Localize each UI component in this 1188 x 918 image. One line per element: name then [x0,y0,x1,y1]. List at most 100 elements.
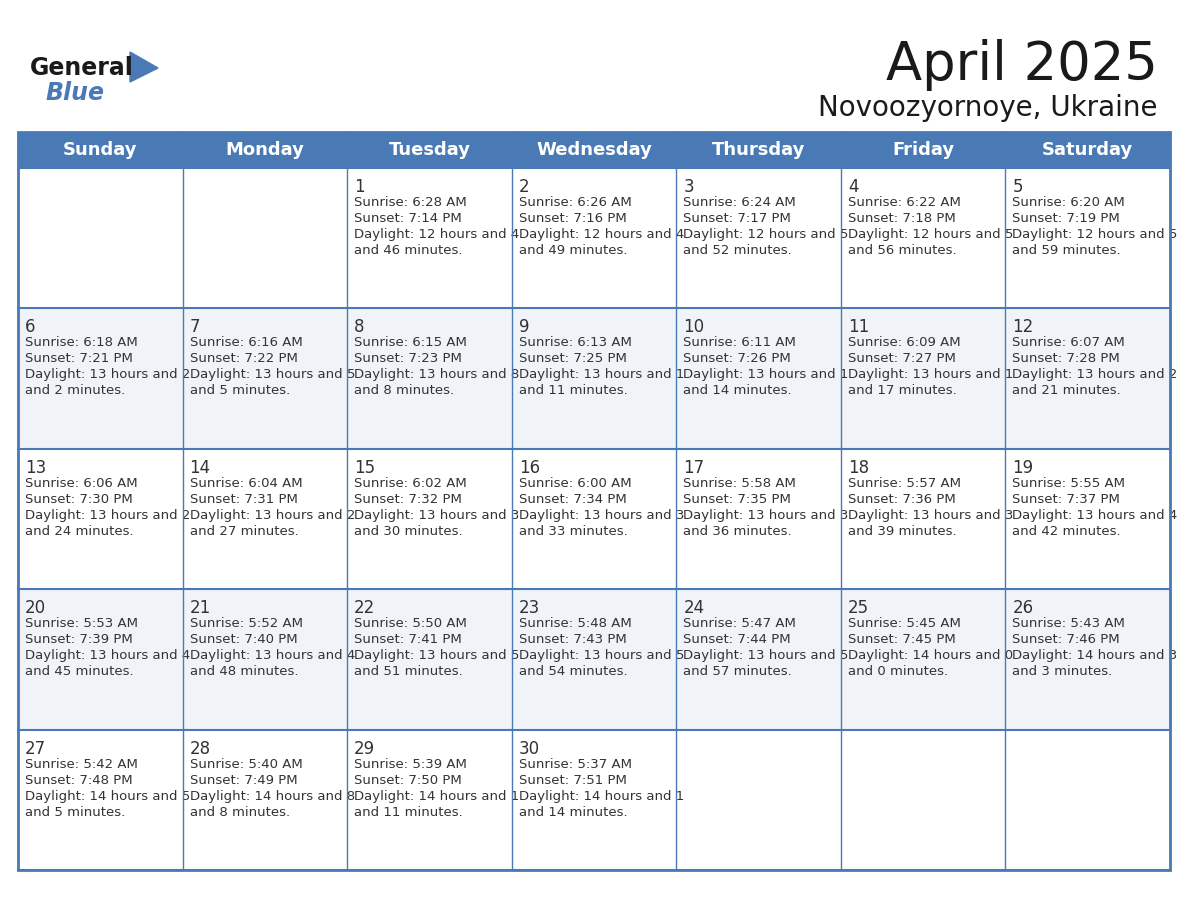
Text: and 52 minutes.: and 52 minutes. [683,244,792,257]
Text: 29: 29 [354,740,375,757]
Bar [18,168,1170,308]
Text: 8: 8 [354,319,365,336]
Text: Daylight: 13 hours and 2: Daylight: 13 hours and 2 [190,509,355,521]
Text: and 45 minutes.: and 45 minutes. [25,666,133,678]
Text: and 2 minutes.: and 2 minutes. [25,385,125,397]
Text: Sunrise: 6:13 AM: Sunrise: 6:13 AM [519,336,632,350]
Text: and 56 minutes.: and 56 minutes. [848,244,956,257]
Bar [18,132,1170,168]
Text: Saturday: Saturday [1042,141,1133,159]
Text: 26: 26 [1012,599,1034,617]
Text: 22: 22 [354,599,375,617]
Text: Sunset: 7:18 PM: Sunset: 7:18 PM [848,212,955,225]
Text: and 51 minutes.: and 51 minutes. [354,666,463,678]
Text: Monday: Monday [226,141,304,159]
Text: Tuesday: Tuesday [388,141,470,159]
Text: and 17 minutes.: and 17 minutes. [848,385,956,397]
Text: Sunrise: 6:26 AM: Sunrise: 6:26 AM [519,196,632,209]
Text: Daylight: 13 hours and 3: Daylight: 13 hours and 3 [354,509,519,521]
Text: Sunrise: 5:52 AM: Sunrise: 5:52 AM [190,617,303,630]
Text: 18: 18 [848,459,868,476]
Text: and 42 minutes.: and 42 minutes. [1012,525,1121,538]
Text: and 3 minutes.: and 3 minutes. [1012,666,1113,678]
Text: 1: 1 [354,178,365,196]
Text: Sunrise: 5:47 AM: Sunrise: 5:47 AM [683,617,796,630]
Text: Daylight: 13 hours and 4: Daylight: 13 hours and 4 [1012,509,1177,521]
Text: Sunset: 7:22 PM: Sunset: 7:22 PM [190,353,297,365]
Text: Sunrise: 6:22 AM: Sunrise: 6:22 AM [848,196,961,209]
Text: Blue: Blue [45,81,105,105]
Text: 7: 7 [190,319,200,336]
Text: 13: 13 [25,459,46,476]
Text: Sunrise: 5:50 AM: Sunrise: 5:50 AM [354,617,467,630]
Text: Sunset: 7:30 PM: Sunset: 7:30 PM [25,493,133,506]
Text: Sunset: 7:46 PM: Sunset: 7:46 PM [1012,633,1120,646]
Text: Novoozyornoye, Ukraine: Novoozyornoye, Ukraine [819,94,1158,122]
Text: and 59 minutes.: and 59 minutes. [1012,244,1121,257]
Text: Daylight: 13 hours and 5: Daylight: 13 hours and 5 [519,649,684,662]
Text: 24: 24 [683,599,704,617]
Text: 6: 6 [25,319,36,336]
Text: Sunset: 7:49 PM: Sunset: 7:49 PM [190,774,297,787]
Text: 2: 2 [519,178,530,196]
Text: Daylight: 12 hours and 5: Daylight: 12 hours and 5 [683,228,848,241]
Text: 4: 4 [848,178,859,196]
Text: Sunset: 7:32 PM: Sunset: 7:32 PM [354,493,462,506]
Text: Sunrise: 6:15 AM: Sunrise: 6:15 AM [354,336,467,350]
Text: Daylight: 14 hours and 0: Daylight: 14 hours and 0 [848,649,1013,662]
Text: Sunrise: 6:00 AM: Sunrise: 6:00 AM [519,476,631,490]
Text: 16: 16 [519,459,539,476]
Text: Daylight: 14 hours and 1: Daylight: 14 hours and 1 [354,789,519,802]
Text: Sunset: 7:23 PM: Sunset: 7:23 PM [354,353,462,365]
Text: Daylight: 14 hours and 3: Daylight: 14 hours and 3 [1012,649,1177,662]
Text: Sunrise: 5:58 AM: Sunrise: 5:58 AM [683,476,796,490]
Text: and 48 minutes.: and 48 minutes. [190,666,298,678]
Text: 17: 17 [683,459,704,476]
Text: and 24 minutes.: and 24 minutes. [25,525,133,538]
Text: Daylight: 13 hours and 2: Daylight: 13 hours and 2 [1012,368,1177,381]
Bar [18,730,1170,870]
Text: Sunset: 7:36 PM: Sunset: 7:36 PM [848,493,955,506]
Text: Sunrise: 6:04 AM: Sunrise: 6:04 AM [190,476,302,490]
Text: 25: 25 [848,599,868,617]
Text: Sunday: Sunday [63,141,138,159]
Text: and 0 minutes.: and 0 minutes. [848,666,948,678]
Text: Sunset: 7:26 PM: Sunset: 7:26 PM [683,353,791,365]
Text: 19: 19 [1012,459,1034,476]
Text: 14: 14 [190,459,210,476]
Text: and 11 minutes.: and 11 minutes. [519,385,627,397]
Text: and 54 minutes.: and 54 minutes. [519,666,627,678]
Text: Sunrise: 6:28 AM: Sunrise: 6:28 AM [354,196,467,209]
Text: and 5 minutes.: and 5 minutes. [190,385,290,397]
Text: Daylight: 13 hours and 2: Daylight: 13 hours and 2 [25,509,190,521]
Text: Sunset: 7:51 PM: Sunset: 7:51 PM [519,774,626,787]
Bar [18,132,1170,870]
Text: and 14 minutes.: and 14 minutes. [519,806,627,819]
Text: and 21 minutes.: and 21 minutes. [1012,385,1121,397]
Text: 21: 21 [190,599,210,617]
Text: Sunrise: 5:43 AM: Sunrise: 5:43 AM [1012,617,1125,630]
Text: Sunrise: 5:48 AM: Sunrise: 5:48 AM [519,617,632,630]
Text: and 46 minutes.: and 46 minutes. [354,244,462,257]
Text: Daylight: 13 hours and 5: Daylight: 13 hours and 5 [354,649,519,662]
Text: Sunrise: 6:16 AM: Sunrise: 6:16 AM [190,336,302,350]
Text: Sunrise: 5:40 AM: Sunrise: 5:40 AM [190,757,302,770]
Text: Sunset: 7:37 PM: Sunset: 7:37 PM [1012,493,1120,506]
Text: and 39 minutes.: and 39 minutes. [848,525,956,538]
Text: 9: 9 [519,319,529,336]
Text: 12: 12 [1012,319,1034,336]
Text: Sunrise: 6:11 AM: Sunrise: 6:11 AM [683,336,796,350]
Text: 20: 20 [25,599,46,617]
Text: Sunset: 7:27 PM: Sunset: 7:27 PM [848,353,955,365]
Text: Sunset: 7:34 PM: Sunset: 7:34 PM [519,493,626,506]
Text: and 8 minutes.: and 8 minutes. [354,385,454,397]
Text: Sunrise: 6:20 AM: Sunrise: 6:20 AM [1012,196,1125,209]
Text: Sunrise: 6:24 AM: Sunrise: 6:24 AM [683,196,796,209]
Text: Daylight: 14 hours and 8: Daylight: 14 hours and 8 [190,789,355,802]
Text: and 33 minutes.: and 33 minutes. [519,525,627,538]
Text: Daylight: 13 hours and 3: Daylight: 13 hours and 3 [848,509,1013,521]
Text: Sunrise: 5:37 AM: Sunrise: 5:37 AM [519,757,632,770]
Text: Sunset: 7:48 PM: Sunset: 7:48 PM [25,774,133,787]
Text: Sunset: 7:21 PM: Sunset: 7:21 PM [25,353,133,365]
Text: and 27 minutes.: and 27 minutes. [190,525,298,538]
